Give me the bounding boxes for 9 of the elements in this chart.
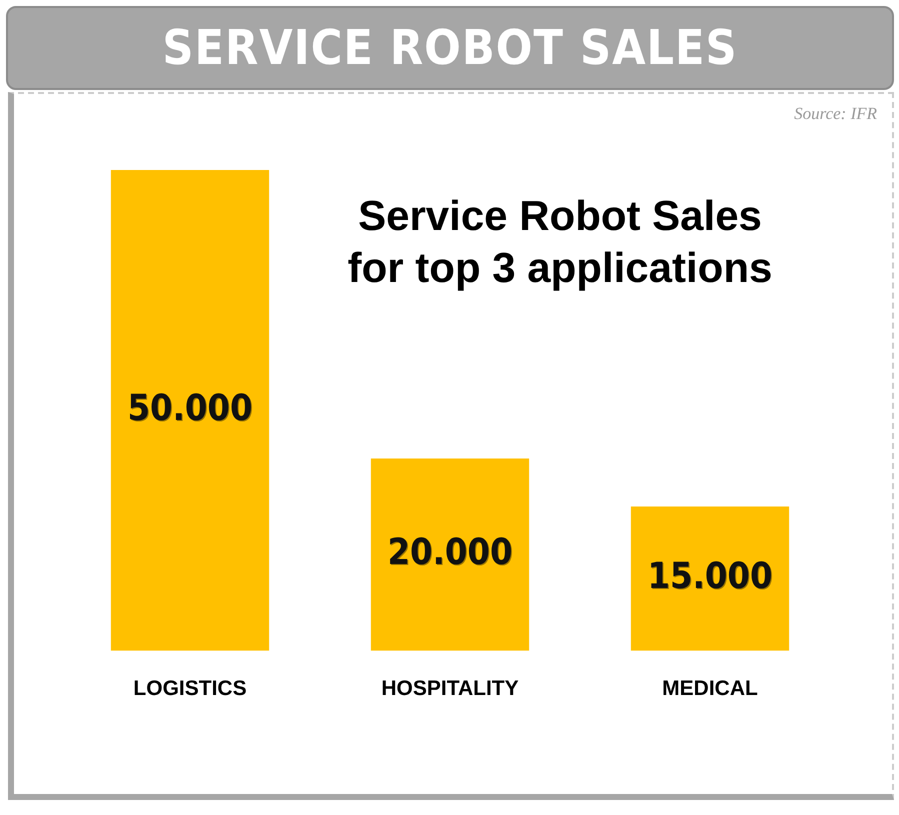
x-tick-label: HOSPITALITY <box>381 677 519 700</box>
data-label: 20.000 <box>388 532 512 573</box>
source-note: Source: IFR <box>794 104 877 124</box>
x-tick-label: MEDICAL <box>662 677 758 700</box>
data-label: 15.000 <box>648 556 772 598</box>
chart-title: SERVICE ROBOT SALES <box>6 6 894 90</box>
x-tick-label: LOGISTICS <box>133 677 247 700</box>
data-label: 50.000 <box>128 388 252 429</box>
text: Service Robot Sales for top 3 applications <box>346 191 774 293</box>
